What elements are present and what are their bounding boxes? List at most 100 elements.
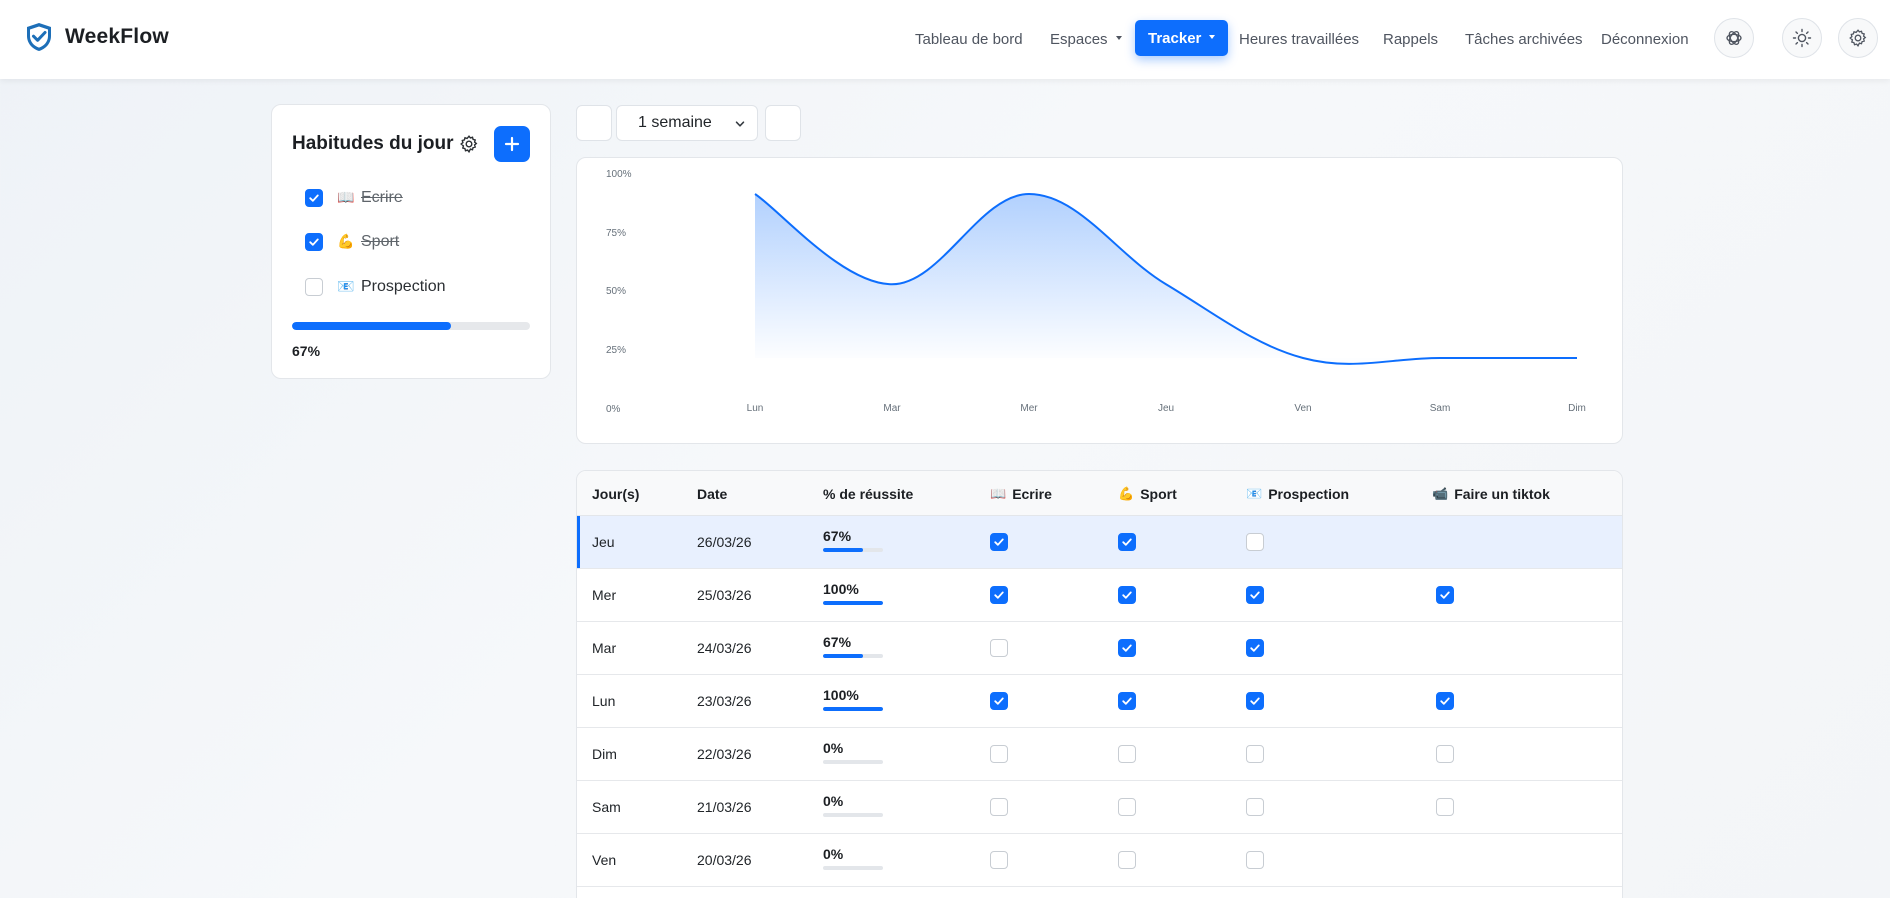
habit-checkbox-cell[interactable] xyxy=(1246,798,1264,816)
data-point-jeu[interactable] xyxy=(1163,281,1169,287)
habit-label: Prospection xyxy=(361,278,446,295)
x-tick-label: Lun xyxy=(747,403,764,414)
check-icon xyxy=(1122,697,1132,705)
table-row[interactable]: Mar 24/03/26 67% xyxy=(577,622,1622,675)
add-habit-button[interactable] xyxy=(494,126,530,162)
data-point-lun[interactable] xyxy=(752,191,758,197)
nav-deconnexion-link[interactable]: Déconnexion xyxy=(1601,29,1689,49)
theme-toggle-button[interactable] xyxy=(1782,18,1822,58)
settings-button[interactable] xyxy=(1838,18,1878,58)
habit-checkbox[interactable] xyxy=(305,233,323,251)
success-rate-cell: 67% xyxy=(823,528,883,552)
day-cell: Jeu xyxy=(592,534,615,550)
nav-label: Heures travaillées xyxy=(1239,30,1360,48)
y-tick-label: 50% xyxy=(606,286,626,297)
success-rate-bar xyxy=(823,707,883,711)
nav-rappels-link[interactable]: Rappels xyxy=(1383,29,1438,49)
success-rate-bar-fill xyxy=(823,601,883,605)
habit-checkbox-cell[interactable] xyxy=(990,745,1008,763)
habit-checkbox-cell[interactable] xyxy=(1118,586,1136,604)
check-icon xyxy=(1440,697,1450,705)
x-tick-label: Sam xyxy=(1430,403,1451,414)
habit-checkbox-cell[interactable] xyxy=(1118,533,1136,551)
habit-checkbox-cell[interactable] xyxy=(1246,639,1264,657)
previous-period-button[interactable] xyxy=(576,105,612,141)
period-select-value: 1 semaine xyxy=(638,114,712,131)
nav-tracker-dropdown[interactable]: Tracker xyxy=(1135,20,1229,56)
column-header: Date xyxy=(697,486,727,502)
day-cell: Mar xyxy=(592,640,617,656)
success-rate-cell: 67% xyxy=(823,634,883,658)
check-icon xyxy=(994,591,1004,599)
date-cell: 23/03/26 xyxy=(697,693,752,709)
table-row[interactable]: Dim 22/03/26 0% xyxy=(577,728,1622,781)
habit-checkbox-cell[interactable] xyxy=(1246,745,1264,763)
table-row[interactable]: Jeu 26/03/26 67% xyxy=(577,516,1622,569)
period-select[interactable]: 1 semaine xyxy=(616,105,758,141)
sun-icon xyxy=(1792,28,1812,48)
habit-checkbox-cell[interactable] xyxy=(1118,851,1136,869)
habit-checkbox-cell[interactable] xyxy=(990,586,1008,604)
brand[interactable]: WeekFlow xyxy=(25,22,169,52)
habit-checkbox-cell[interactable] xyxy=(1246,851,1264,869)
nav-tableau-de-bord-link[interactable]: Tableau de bord xyxy=(915,29,1023,49)
habit-checkbox-cell[interactable] xyxy=(1246,533,1264,551)
habit-checkbox-cell[interactable] xyxy=(1118,798,1136,816)
habits-progress-bar xyxy=(292,322,530,330)
data-point-dim[interactable] xyxy=(1574,355,1580,361)
table-row[interactable]: Mer 25/03/26 100% xyxy=(577,569,1622,622)
nav-taches-archivees-link[interactable]: Tâches archivées xyxy=(1465,29,1583,49)
habit-checkbox-cell[interactable] xyxy=(1246,692,1264,710)
check-icon xyxy=(994,697,1004,705)
habit-checkbox[interactable] xyxy=(305,278,323,296)
column-header: 📧 Prospection xyxy=(1246,486,1349,502)
table-row[interactable]: Lun 23/03/26 100% xyxy=(577,675,1622,728)
success-rate-bar xyxy=(823,866,883,870)
column-header: 📖 Ecrire xyxy=(990,486,1052,502)
data-point-ven[interactable] xyxy=(1300,355,1306,361)
check-icon xyxy=(1250,644,1260,652)
column-header: Jour(s) xyxy=(592,486,639,502)
date-cell: 21/03/26 xyxy=(697,799,752,815)
y-tick-label: 0% xyxy=(606,404,621,415)
data-point-sam[interactable] xyxy=(1437,355,1443,361)
data-point-mar[interactable] xyxy=(889,281,895,287)
date-cell: 20/03/26 xyxy=(697,852,752,868)
nav-label: Déconnexion xyxy=(1601,30,1689,48)
habit-checkbox-cell[interactable] xyxy=(1118,692,1136,710)
habit-checkbox-cell[interactable] xyxy=(1118,639,1136,657)
next-period-button[interactable] xyxy=(765,105,801,141)
habit-checkbox-cell[interactable] xyxy=(1436,798,1454,816)
table-row[interactable]: Sam 21/03/26 0% xyxy=(577,781,1622,834)
check-icon xyxy=(994,538,1004,546)
data-point-mer[interactable] xyxy=(1026,191,1032,197)
habit-checkbox-cell[interactable] xyxy=(990,639,1008,657)
success-rate-bar-fill xyxy=(823,707,883,711)
habit-checkbox-cell[interactable] xyxy=(1436,586,1454,604)
habit-checkbox-cell[interactable] xyxy=(1436,692,1454,710)
habits-settings-gear-icon[interactable] xyxy=(459,134,479,154)
habit-checkbox-cell[interactable] xyxy=(1118,745,1136,763)
table-row[interactable]: Ven 20/03/26 0% xyxy=(577,834,1622,887)
x-tick-label: Dim xyxy=(1568,403,1586,414)
habit-checkbox-cell[interactable] xyxy=(990,798,1008,816)
habit-checkbox-cell[interactable] xyxy=(1436,745,1454,763)
nav-espaces-dropdown[interactable]: Espaces xyxy=(1050,29,1122,49)
nav-heures-travaillees-link[interactable]: Heures travaillées xyxy=(1239,29,1359,49)
success-rate-value: 0% xyxy=(823,740,844,756)
openai-button[interactable] xyxy=(1714,18,1754,58)
check-icon xyxy=(1250,591,1260,599)
habit-checkbox-cell[interactable] xyxy=(990,692,1008,710)
habit-checkbox[interactable] xyxy=(305,189,323,207)
nav-label: Tâches archivées xyxy=(1465,30,1583,48)
success-rate-cell: 100% xyxy=(823,687,883,711)
habit-checkbox-cell[interactable] xyxy=(990,851,1008,869)
habit-label: Sport xyxy=(361,233,400,250)
success-rate-cell: 0% xyxy=(823,740,883,764)
date-cell: 26/03/26 xyxy=(697,534,752,550)
x-tick-label: Mer xyxy=(1020,403,1038,414)
habit-checkbox-cell[interactable] xyxy=(1246,586,1264,604)
tracker-table: Jour(s) Date % de réussite 📖 Ecrire 💪 Sport 📧 Pr… xyxy=(576,470,1623,898)
success-rate-value: 0% xyxy=(823,793,844,809)
habit-checkbox-cell[interactable] xyxy=(990,533,1008,551)
